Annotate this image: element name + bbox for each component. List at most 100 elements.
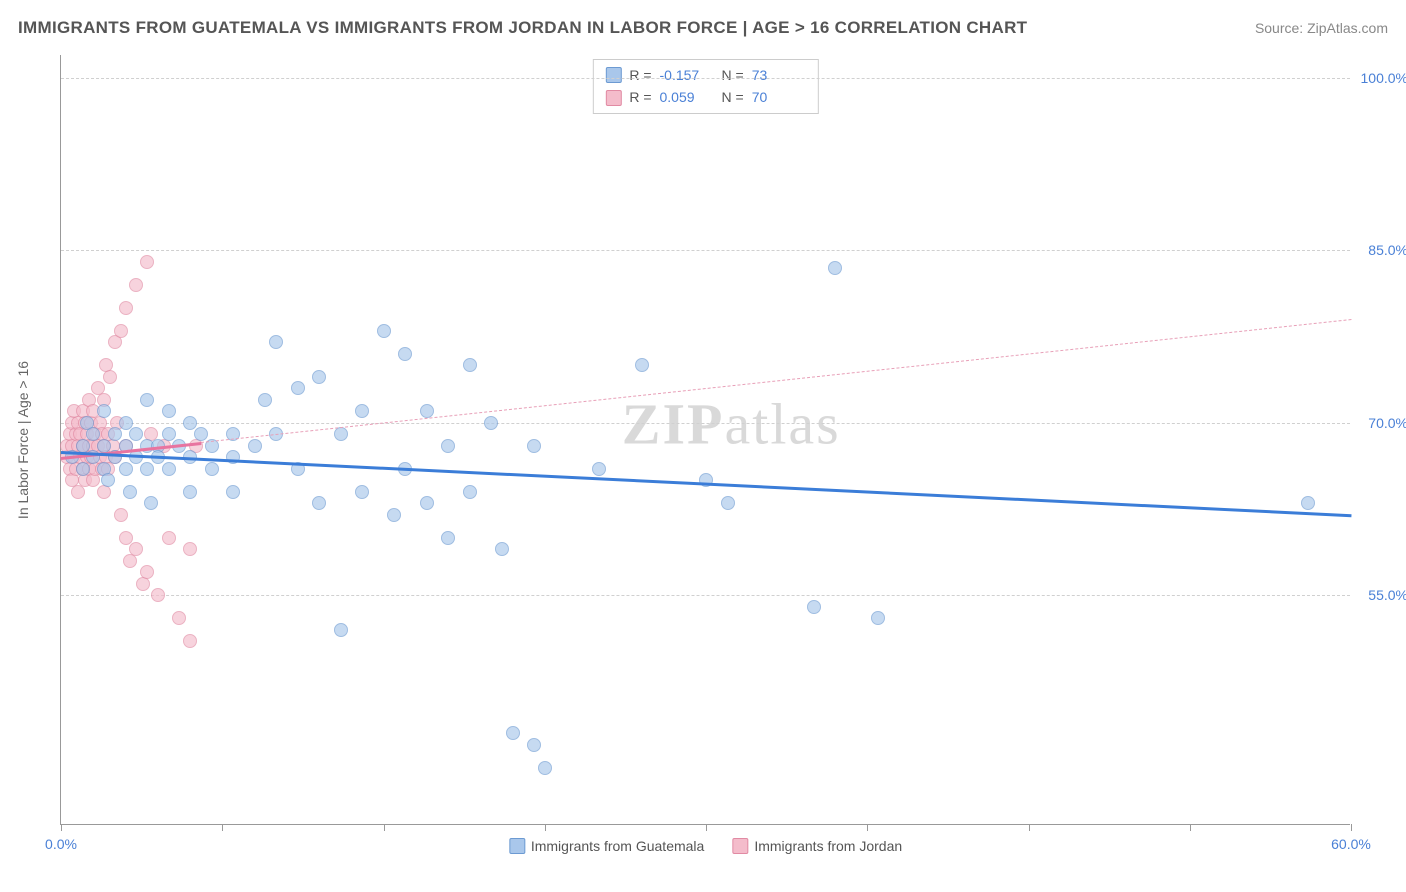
y-tick-label: 100.0% (1352, 70, 1406, 86)
legend-item: Immigrants from Jordan (732, 838, 902, 854)
scatter-point (258, 393, 272, 407)
x-tick (706, 824, 707, 831)
scatter-point (495, 542, 509, 556)
scatter-point (226, 485, 240, 499)
scatter-point (97, 404, 111, 418)
scatter-point (140, 393, 154, 407)
x-tick (867, 824, 868, 831)
scatter-point (441, 439, 455, 453)
scatter-point (101, 473, 115, 487)
scatter-point (291, 381, 305, 395)
scatter-point (183, 416, 197, 430)
scatter-point (334, 623, 348, 637)
scatter-point (441, 531, 455, 545)
scatter-point (140, 255, 154, 269)
scatter-point (119, 462, 133, 476)
stats-row: R = -0.157 N = 73 (605, 64, 805, 86)
stats-row: R =0.059N =70 (605, 86, 805, 108)
watermark: ZIPatlas (622, 391, 841, 458)
stats-legend-box: R =-0.157N =73R =0.059N =70 (592, 59, 818, 114)
scatter-point (162, 404, 176, 418)
scatter-point (129, 278, 143, 292)
scatter-point (114, 324, 128, 338)
gridline (61, 78, 1350, 79)
r-label: R = (629, 64, 651, 86)
gridline (61, 250, 1350, 251)
scatter-point (355, 404, 369, 418)
n-value: 73 (752, 64, 806, 86)
chart-title: IMMIGRANTS FROM GUATEMALA VS IMMIGRANTS … (18, 18, 1027, 38)
legend-label: Immigrants from Jordan (754, 838, 902, 854)
scatter-point (355, 485, 369, 499)
x-tick (222, 824, 223, 831)
scatter-point (140, 462, 154, 476)
scatter-point (334, 427, 348, 441)
n-value: 70 (752, 86, 806, 108)
x-tick (1029, 824, 1030, 831)
scatter-point (721, 496, 735, 510)
n-label: N = (722, 64, 744, 86)
y-tick-label: 55.0% (1352, 587, 1406, 603)
scatter-point (140, 565, 154, 579)
scatter-point (592, 462, 606, 476)
source-label: Source: ZipAtlas.com (1255, 20, 1388, 36)
scatter-point (527, 439, 541, 453)
x-tick (61, 824, 62, 831)
scatter-point (194, 427, 208, 441)
n-label: N = (722, 86, 744, 108)
scatter-point (151, 588, 165, 602)
scatter-point (527, 738, 541, 752)
y-tick-label: 70.0% (1352, 415, 1406, 431)
scatter-point (420, 496, 434, 510)
gridline (61, 423, 1350, 424)
r-value: -0.157 (660, 64, 714, 86)
scatter-point (484, 416, 498, 430)
x-tick (545, 824, 546, 831)
series-swatch (605, 67, 621, 83)
x-tick-label: 0.0% (45, 836, 77, 852)
scatter-point (506, 726, 520, 740)
scatter-point (312, 370, 326, 384)
scatter-point (129, 542, 143, 556)
scatter-point (103, 370, 117, 384)
scatter-point (377, 324, 391, 338)
x-tick (384, 824, 385, 831)
scatter-point (119, 416, 133, 430)
scatter-point (119, 301, 133, 315)
scatter-point (635, 358, 649, 372)
scatter-point (97, 439, 111, 453)
series-swatch (732, 838, 748, 854)
legend-item: Immigrants from Guatemala (509, 838, 705, 854)
scatter-point (76, 462, 90, 476)
trend-line (61, 451, 1351, 517)
scatter-point (114, 508, 128, 522)
scatter-point (463, 358, 477, 372)
scatter-point (129, 427, 143, 441)
scatter-point (162, 531, 176, 545)
scatter-point (162, 462, 176, 476)
x-tick (1351, 824, 1352, 831)
scatter-point (807, 600, 821, 614)
scatter-point (86, 427, 100, 441)
scatter-point (828, 261, 842, 275)
y-tick-label: 85.0% (1352, 242, 1406, 258)
scatter-point (398, 347, 412, 361)
scatter-point (871, 611, 885, 625)
scatter-point (119, 531, 133, 545)
scatter-point (463, 485, 477, 499)
series-swatch (509, 838, 525, 854)
scatter-point (312, 496, 326, 510)
series-swatch (605, 90, 621, 106)
r-label: R = (629, 86, 651, 108)
scatter-point (1301, 496, 1315, 510)
scatter-point (183, 485, 197, 499)
scatter-point (123, 485, 137, 499)
trend-line (201, 319, 1351, 443)
scatter-point (76, 439, 90, 453)
scatter-point (144, 496, 158, 510)
scatter-point (183, 542, 197, 556)
legend-label: Immigrants from Guatemala (531, 838, 705, 854)
scatter-point (538, 761, 552, 775)
scatter-point (269, 335, 283, 349)
scatter-point (248, 439, 262, 453)
